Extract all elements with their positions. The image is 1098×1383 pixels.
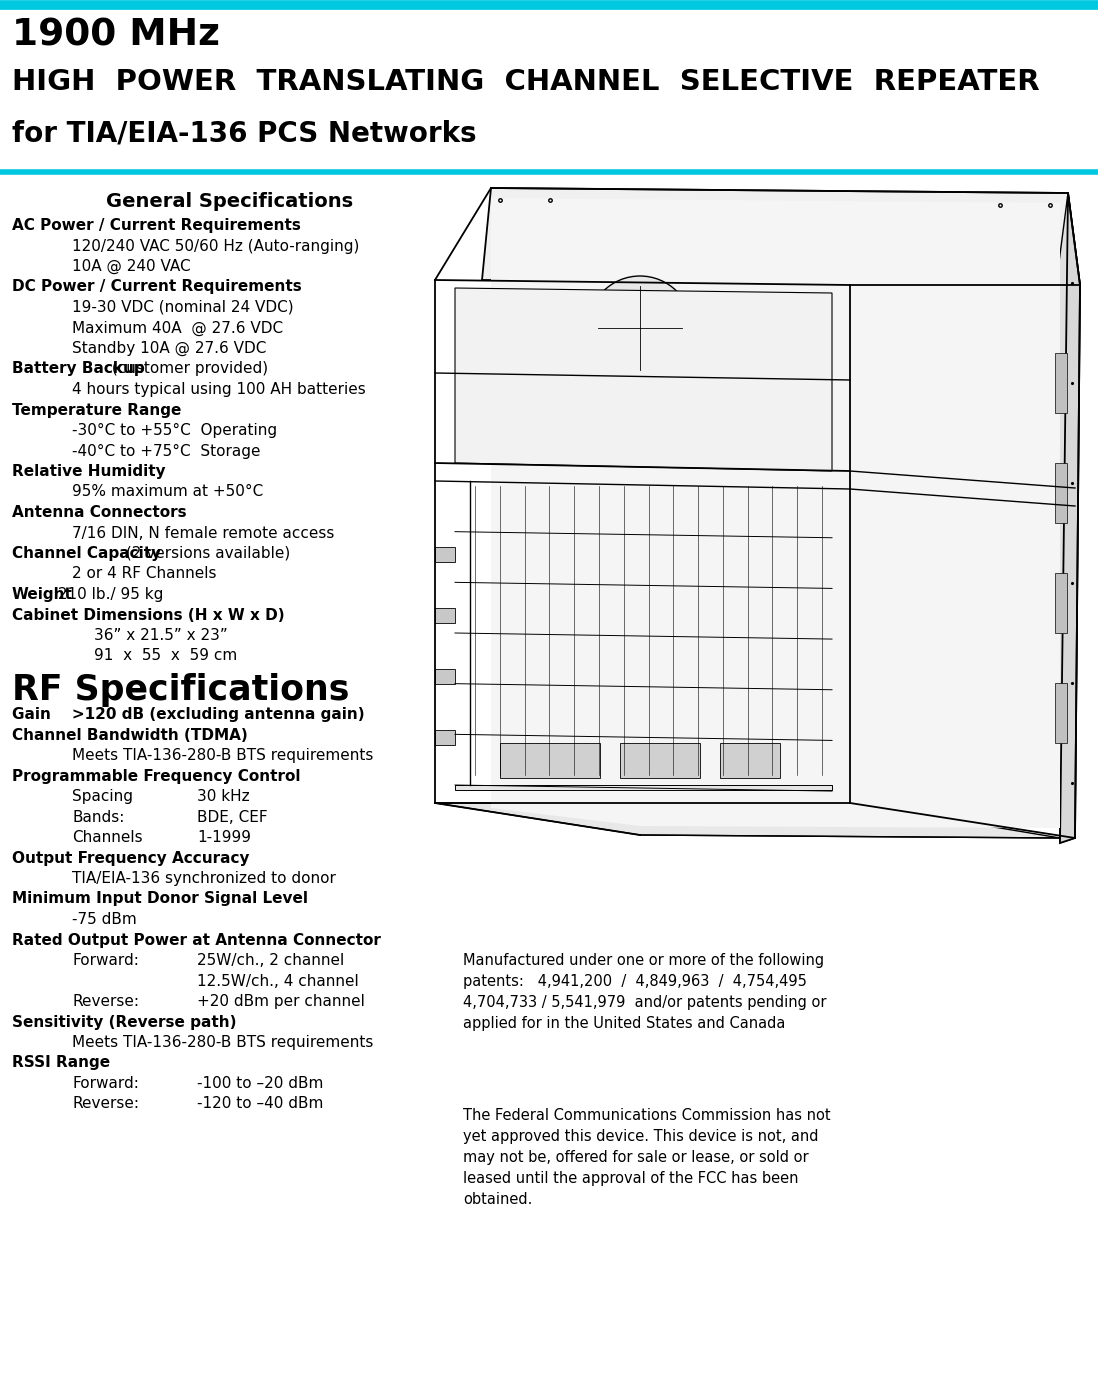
Text: Maximum 40A  @ 27.6 VDC: Maximum 40A @ 27.6 VDC — [72, 321, 283, 336]
Text: Battery Backup: Battery Backup — [12, 361, 145, 376]
Text: 36” x 21.5” x 23”: 36” x 21.5” x 23” — [94, 628, 227, 643]
Text: (customer provided): (customer provided) — [108, 361, 269, 376]
Bar — [1055, 353, 1067, 414]
Text: Meets TIA-136-280-B BTS requirements: Meets TIA-136-280-B BTS requirements — [72, 1034, 373, 1050]
Text: BDE, CEF: BDE, CEF — [197, 809, 268, 824]
Text: Gain    >120 dB (excluding antenna gain): Gain >120 dB (excluding antenna gain) — [12, 707, 365, 722]
Text: RF Specifications: RF Specifications — [12, 674, 349, 707]
Polygon shape — [435, 669, 455, 685]
Text: 12.5W/ch., 4 channel: 12.5W/ch., 4 channel — [197, 974, 359, 989]
Text: Antenna Connectors: Antenna Connectors — [12, 505, 187, 520]
Text: Manufactured under one or more of the following
patents:   4,941,200  /  4,849,9: Manufactured under one or more of the fo… — [463, 953, 827, 1030]
Text: DC Power / Current Requirements: DC Power / Current Requirements — [12, 279, 302, 295]
Text: Reverse:: Reverse: — [72, 994, 139, 1010]
Text: Programmable Frequency Control: Programmable Frequency Control — [12, 769, 301, 784]
Text: Temperature Range: Temperature Range — [12, 402, 181, 418]
Text: Bands:: Bands: — [72, 809, 124, 824]
Text: 1-1999: 1-1999 — [197, 830, 251, 845]
Text: +20 dBm per channel: +20 dBm per channel — [197, 994, 365, 1010]
Text: Forward:: Forward: — [72, 953, 138, 968]
Text: 30 kHz: 30 kHz — [197, 788, 249, 804]
Text: 95% maximum at +50°C: 95% maximum at +50°C — [72, 484, 264, 499]
Polygon shape — [455, 786, 832, 790]
Text: 210 lb./ 95 kg: 210 lb./ 95 kg — [53, 586, 164, 602]
Text: Rated Output Power at Antenna Connector: Rated Output Power at Antenna Connector — [12, 932, 381, 947]
Text: 1900 MHz: 1900 MHz — [12, 18, 220, 54]
Text: 120/240 VAC 50/60 Hz (Auto-ranging): 120/240 VAC 50/60 Hz (Auto-ranging) — [72, 238, 359, 253]
Polygon shape — [435, 804, 1060, 838]
Text: AC Power / Current Requirements: AC Power / Current Requirements — [12, 219, 301, 232]
Bar — [720, 743, 780, 779]
Polygon shape — [482, 188, 1080, 285]
Text: Forward:: Forward: — [72, 1076, 138, 1091]
Circle shape — [589, 277, 692, 380]
Bar — [500, 743, 600, 779]
Text: (2 versions available): (2 versions available) — [121, 546, 290, 561]
Text: -40°C to +75°C  Storage: -40°C to +75°C Storage — [72, 444, 260, 459]
Text: Minimum Input Donor Signal Level: Minimum Input Donor Signal Level — [12, 892, 309, 906]
Polygon shape — [435, 730, 455, 745]
Text: Meets TIA-136-280-B BTS requirements: Meets TIA-136-280-B BTS requirements — [72, 748, 373, 763]
Text: 7/16 DIN, N female remote access: 7/16 DIN, N female remote access — [72, 526, 335, 541]
Text: Weight: Weight — [12, 586, 72, 602]
Bar — [620, 743, 701, 779]
Text: Channel Bandwidth (TDMA): Channel Bandwidth (TDMA) — [12, 727, 248, 743]
Circle shape — [625, 313, 656, 343]
Text: -120 to –40 dBm: -120 to –40 dBm — [197, 1097, 324, 1112]
Text: -100 to –20 dBm: -100 to –20 dBm — [197, 1076, 324, 1091]
Text: Channels: Channels — [72, 830, 143, 845]
Text: 25W/ch., 2 channel: 25W/ch., 2 channel — [197, 953, 345, 968]
Text: 91  x  55  x  59 cm: 91 x 55 x 59 cm — [94, 649, 237, 664]
Text: TIA/EIA-136 synchronized to donor: TIA/EIA-136 synchronized to donor — [72, 871, 336, 887]
Text: 19-30 VDC (nominal 24 VDC): 19-30 VDC (nominal 24 VDC) — [72, 300, 293, 315]
Polygon shape — [435, 548, 455, 561]
Polygon shape — [1055, 194, 1080, 844]
Text: for TIA/EIA-136 PCS Networks: for TIA/EIA-136 PCS Networks — [12, 120, 477, 148]
Text: -75 dBm: -75 dBm — [72, 911, 137, 927]
Polygon shape — [455, 288, 832, 472]
Text: Standby 10A @ 27.6 VDC: Standby 10A @ 27.6 VDC — [72, 342, 267, 357]
Text: The Federal Communications Commission has not
yet approved this device. This dev: The Federal Communications Commission ha… — [463, 1108, 830, 1207]
Polygon shape — [435, 609, 455, 622]
Text: Spacing: Spacing — [72, 788, 133, 804]
Text: 4 hours typical using 100 AH batteries: 4 hours typical using 100 AH batteries — [72, 382, 366, 397]
Text: -30°C to +55°C  Operating: -30°C to +55°C Operating — [72, 423, 277, 438]
Text: Cabinet Dimensions (H x W x D): Cabinet Dimensions (H x W x D) — [12, 607, 284, 622]
Text: RSSI Range: RSSI Range — [12, 1055, 110, 1070]
Text: Output Frequency Accuracy: Output Frequency Accuracy — [12, 851, 249, 866]
Polygon shape — [1060, 194, 1080, 844]
Text: HIGH  POWER  TRANSLATING  CHANNEL  SELECTIVE  REPEATER: HIGH POWER TRANSLATING CHANNEL SELECTIVE… — [12, 68, 1040, 95]
Bar — [1055, 573, 1067, 633]
Text: Sensitivity (Reverse path): Sensitivity (Reverse path) — [12, 1015, 236, 1029]
Text: 2 or 4 RF Channels: 2 or 4 RF Channels — [72, 567, 216, 581]
Polygon shape — [491, 198, 1060, 828]
Text: Channel Capacity: Channel Capacity — [12, 546, 161, 561]
Text: Relative Humidity: Relative Humidity — [12, 465, 166, 479]
Text: Reverse:: Reverse: — [72, 1097, 139, 1112]
Text: General Specifications: General Specifications — [107, 192, 354, 212]
Text: 10A @ 240 VAC: 10A @ 240 VAC — [72, 259, 191, 274]
Bar — [1055, 463, 1067, 523]
Bar — [1055, 683, 1067, 743]
